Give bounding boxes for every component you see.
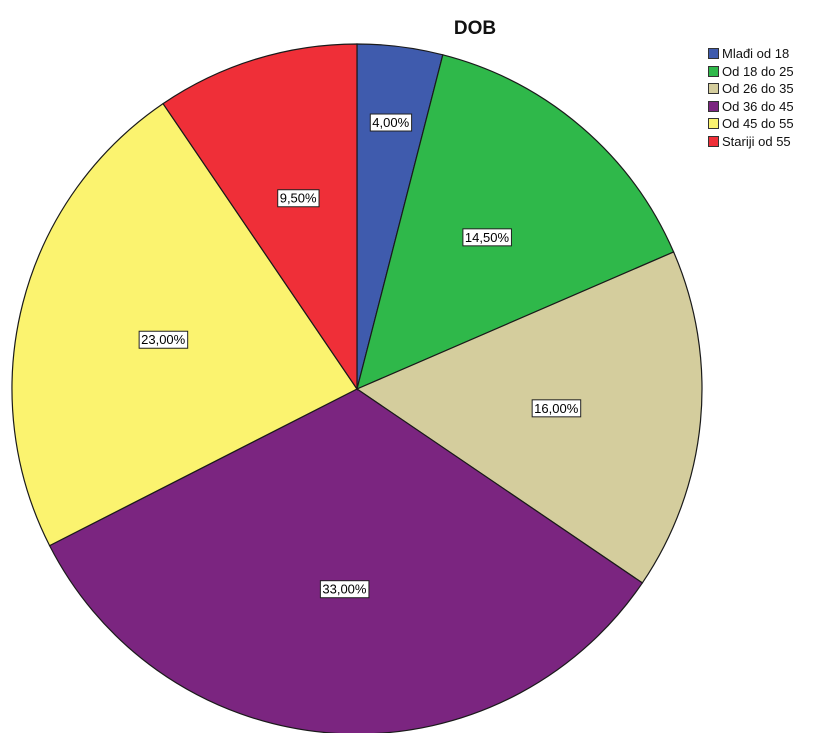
- pie-value-label-box: [462, 228, 512, 247]
- legend-label: Stariji od 55: [722, 133, 791, 149]
- pie-value-label-text: 33,00%: [322, 582, 367, 597]
- pie-slice-5: [11, 102, 358, 547]
- legend-label: Od 18 do 25: [722, 63, 794, 79]
- legend-swatch: [708, 118, 719, 130]
- legend-item: Od 36 do 45: [708, 98, 794, 116]
- pie-value-label-text: 14,50%: [465, 230, 510, 245]
- pie-value-label-box: [369, 113, 413, 132]
- pie-value-label-3: 16,00%: [531, 399, 582, 418]
- legend-swatch: [708, 48, 719, 60]
- pie-value-label-4: 33,00%: [319, 580, 370, 599]
- legend-swatch: [708, 100, 719, 112]
- legend-label: Od 45 do 55: [722, 116, 794, 132]
- pie-slice-2: [356, 54, 675, 391]
- legend-item: Mlađi od 18: [708, 45, 794, 63]
- pie-value-label-1: 4,00%: [369, 113, 413, 132]
- legend-item: Od 26 do 35: [708, 80, 794, 98]
- chart-title: DOB: [453, 18, 497, 39]
- pie-value-label-box: [319, 580, 370, 599]
- legend: Mlađi od 18 Od 18 do 25 Od 26 do 35 Od 36 d…: [708, 45, 794, 150]
- legend-item: Stariji od 55: [708, 133, 794, 151]
- pie-value-labels: 4,00% 14,50% 16,00% 33,00% 23,00% 9,50%: [138, 113, 582, 599]
- pie-slices: [11, 43, 703, 733]
- pie-value-label-text: 16,00%: [534, 401, 579, 416]
- pie-value-label-text: 23,00%: [141, 332, 186, 347]
- legend-item: Od 45 do 55: [708, 115, 794, 133]
- legend-swatch: [708, 83, 719, 95]
- pie-value-label-box: [531, 399, 582, 418]
- pie-value-label-box: [277, 189, 320, 208]
- pie-slice-4: [48, 388, 644, 733]
- pie-value-label-2: 14,50%: [462, 228, 512, 247]
- pie-value-label-5: 23,00%: [138, 330, 189, 349]
- legend-label: Mlađi od 18: [722, 46, 790, 62]
- pie-slice-6: [162, 43, 358, 391]
- pie-slice-3: [355, 251, 703, 584]
- legend-label: Od 36 do 45: [722, 98, 794, 114]
- legend-item: Od 18 do 25: [708, 63, 794, 81]
- pie-value-label-box: [138, 330, 189, 349]
- legend-swatch: [708, 65, 719, 77]
- pie-value-label-6: 9,50%: [277, 189, 320, 208]
- legend-label: Od 26 do 35: [722, 81, 794, 97]
- legend-swatch: [708, 135, 719, 147]
- pie-value-label-text: 9,50%: [280, 191, 317, 206]
- pie-value-label-text: 4,00%: [372, 115, 409, 130]
